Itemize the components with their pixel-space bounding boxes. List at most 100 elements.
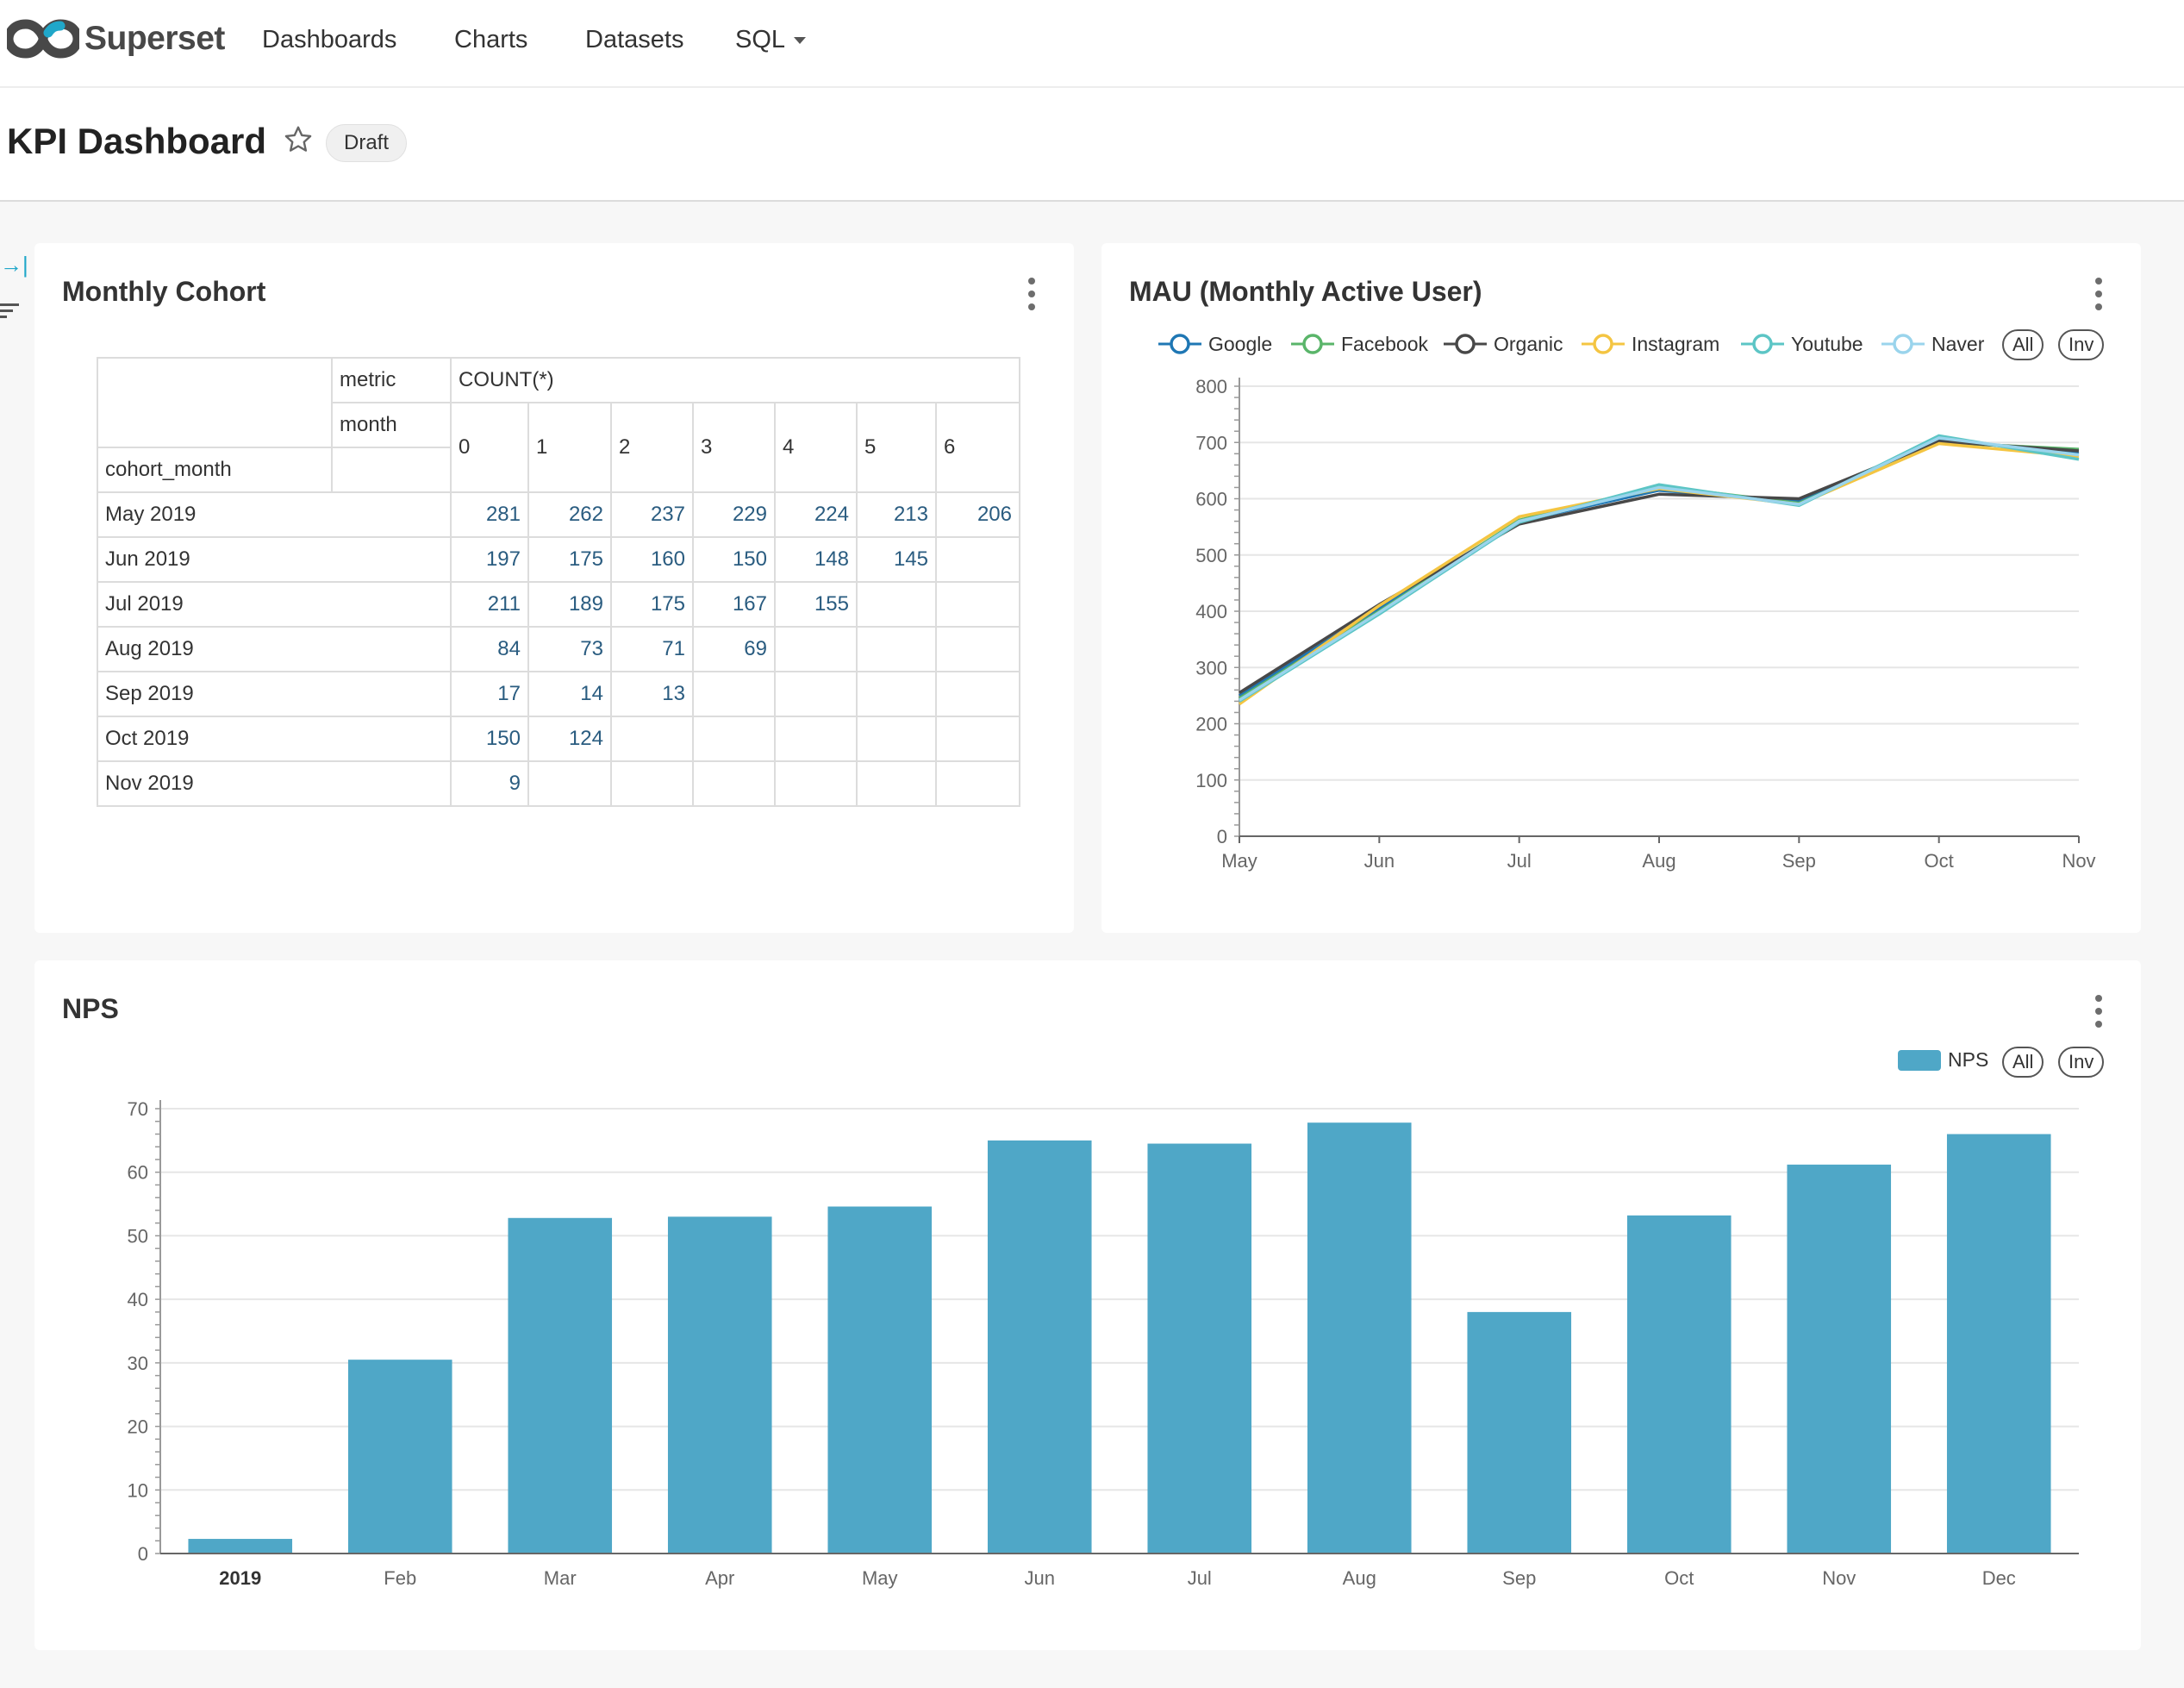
column-header[interactable]: 1 bbox=[527, 402, 612, 493]
table-cell bbox=[692, 716, 776, 762]
legend-marker-circle bbox=[1752, 334, 1773, 354]
legend-item[interactable]: Google bbox=[1158, 331, 1272, 357]
legend-marker-icon bbox=[1582, 334, 1625, 354]
column-header[interactable]: 5 bbox=[856, 402, 937, 493]
series-line bbox=[1239, 440, 2080, 695]
legend-label: NPS bbox=[1948, 1048, 1989, 1071]
bar bbox=[1946, 1134, 2051, 1554]
bar bbox=[347, 1360, 452, 1554]
legend-item[interactable]: Youtube bbox=[1741, 331, 1863, 357]
table-cell: 71 bbox=[610, 626, 694, 672]
series-line bbox=[1239, 434, 2080, 703]
legend-item[interactable]: Naver bbox=[1881, 331, 1984, 357]
nps-card: NPS NPS All Inv 0 10 20 30 40 50 60 70 2019 Feb Ma… bbox=[34, 960, 2141, 1650]
expand-filters-icon[interactable]: →| bbox=[0, 252, 28, 278]
caret-down-icon bbox=[794, 37, 807, 45]
legend-inv-button[interactable]: Inv bbox=[2058, 1047, 2105, 1078]
table-row: Oct 2019 150 124 bbox=[97, 716, 1020, 762]
nav-sql[interactable]: SQL bbox=[735, 26, 807, 54]
bar bbox=[827, 1206, 933, 1554]
cohort-card: Monthly Cohort metric COUNT(*) month 0 1… bbox=[34, 243, 1074, 933]
column-header[interactable]: 4 bbox=[774, 402, 858, 493]
table-row: Jun 2019 197 175 160 150 148 145 bbox=[97, 536, 1020, 583]
column-header[interactable]: 2 bbox=[610, 402, 694, 493]
legend-item-nps[interactable]: NPS bbox=[1898, 1048, 1988, 1072]
row-header[interactable]: cohort_month bbox=[97, 447, 333, 493]
nav-datasets[interactable]: Datasets bbox=[585, 26, 684, 53]
legend-all-button[interactable]: All bbox=[2002, 1047, 2044, 1078]
legend-marker-circle bbox=[1170, 334, 1190, 354]
legend-inv-button[interactable]: Inv bbox=[2058, 329, 2105, 360]
bar bbox=[1467, 1311, 1572, 1554]
column-header[interactable]: 3 bbox=[692, 402, 776, 493]
table-cell: 175 bbox=[527, 536, 612, 583]
empty-header-cell bbox=[331, 447, 452, 493]
metric-header: metric bbox=[331, 357, 452, 403]
legend-item[interactable]: Organic bbox=[1444, 331, 1563, 357]
more-options-icon[interactable] bbox=[2094, 278, 2104, 310]
series-line bbox=[1239, 441, 2080, 700]
table-cell bbox=[856, 626, 937, 672]
card-title: MAU (Monthly Active User) bbox=[1129, 276, 1482, 307]
table-cell: 13 bbox=[610, 671, 694, 717]
month-header: month bbox=[331, 402, 452, 448]
table-cell: 155 bbox=[774, 581, 858, 628]
row-label: Aug 2019 bbox=[97, 626, 452, 672]
x-tick-label: Sep bbox=[1782, 850, 1816, 872]
brand-name: Superset bbox=[84, 20, 225, 57]
bar bbox=[1787, 1164, 1892, 1554]
nav-charts[interactable]: Charts bbox=[454, 26, 528, 53]
bar bbox=[1307, 1122, 1412, 1554]
legend-marker-icon bbox=[1158, 334, 1201, 354]
legend-marker-circle bbox=[1593, 334, 1613, 354]
table-cell bbox=[527, 760, 612, 807]
column-header[interactable]: 6 bbox=[935, 402, 1020, 493]
table-cell bbox=[856, 716, 937, 762]
table-cell bbox=[692, 760, 776, 807]
table-row: Jul 2019 211 189 175 167 155 bbox=[97, 581, 1020, 628]
card-title: Monthly Cohort bbox=[62, 276, 266, 307]
table-cell bbox=[774, 671, 858, 717]
x-tick-label: May bbox=[862, 1567, 898, 1589]
series-line bbox=[1239, 436, 2080, 702]
table-cell: 197 bbox=[450, 536, 529, 583]
nav-sql-label: SQL bbox=[735, 26, 786, 53]
bar bbox=[987, 1140, 1092, 1554]
y-tick-label: 0 bbox=[138, 1543, 148, 1565]
page-title: KPI Dashboard bbox=[7, 121, 267, 161]
column-header[interactable]: 0 bbox=[450, 402, 529, 493]
legend-marker-icon bbox=[1741, 334, 1784, 354]
bar bbox=[188, 1539, 293, 1554]
table-row: Nov 2019 9 bbox=[97, 760, 1020, 807]
legend-item[interactable]: Instagram bbox=[1582, 331, 1719, 357]
y-tick-label: 70 bbox=[128, 1098, 148, 1120]
table-cell: 17 bbox=[450, 671, 529, 717]
legend-label: Organic bbox=[1494, 332, 1563, 355]
dashboard-header: KPI Dashboard Draft bbox=[0, 88, 2184, 202]
y-tick-label: 700 bbox=[1195, 432, 1227, 453]
table-cell bbox=[935, 716, 1020, 762]
table-cell bbox=[774, 760, 858, 807]
table-cell: 69 bbox=[692, 626, 776, 672]
more-options-icon[interactable] bbox=[2094, 995, 2104, 1028]
table-corner-cell bbox=[97, 357, 333, 448]
x-tick-label: 2019 bbox=[219, 1567, 261, 1589]
star-icon[interactable] bbox=[283, 124, 314, 155]
more-options-icon[interactable] bbox=[1026, 278, 1037, 310]
table-cell: 14 bbox=[527, 671, 612, 717]
table-cell: 211 bbox=[450, 581, 529, 628]
status-badge[interactable]: Draft bbox=[326, 124, 408, 162]
table-cell: 73 bbox=[527, 626, 612, 672]
filter-icon[interactable] bbox=[0, 300, 19, 321]
table-cell bbox=[935, 671, 1020, 717]
table-cell bbox=[935, 536, 1020, 583]
table-cell bbox=[856, 760, 937, 807]
x-tick-label: Oct bbox=[1664, 1567, 1694, 1589]
legend-item[interactable]: Facebook bbox=[1291, 331, 1428, 357]
legend-all-button[interactable]: All bbox=[2002, 329, 2044, 360]
table-cell: 150 bbox=[692, 536, 776, 583]
superset-logo[interactable]: Superset bbox=[7, 17, 225, 60]
nps-bar-chart: 0 10 20 30 40 50 60 70 2019 Feb Mar Apr May Jun Jul Aug… bbox=[128, 1098, 2079, 1589]
nav-dashboards[interactable]: Dashboards bbox=[262, 26, 397, 53]
x-tick-label: Jun bbox=[1364, 850, 1395, 872]
